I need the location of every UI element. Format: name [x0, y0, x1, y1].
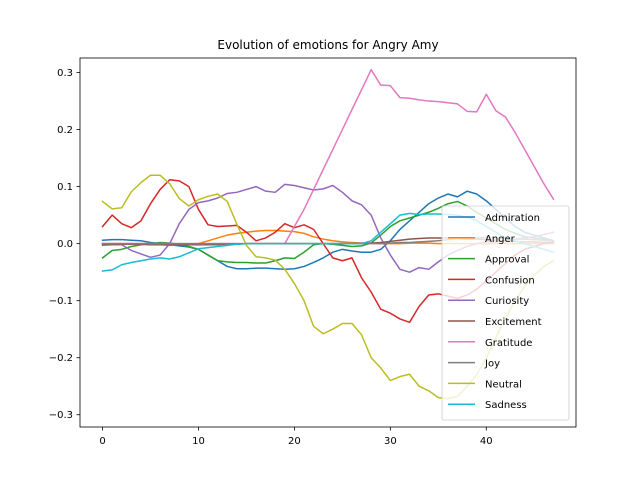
- axes: 0 10 20 30 40 −0.3 −0.2 −0.1 0.0 0.1 0.2 0.3: [49, 57, 577, 447]
- legend-label-sadness: Sadness: [485, 400, 527, 411]
- series-line-admiration: [101, 190, 555, 271]
- legend-box: [441, 205, 570, 421]
- x-tick-label: 0: [99, 436, 105, 447]
- y-tick-label: −0.2: [49, 353, 73, 364]
- x-tick-label: 20: [288, 436, 301, 447]
- x-tick-label: 10: [192, 436, 205, 447]
- legend-label-gratitude: Gratitude: [485, 338, 532, 349]
- x-tick-label: 40: [480, 436, 493, 447]
- legend-label-anger: Anger: [485, 234, 516, 245]
- chart-title: Evolution of emotions for Angry Amy: [217, 38, 438, 52]
- legend-label-joy: Joy: [484, 359, 500, 370]
- y-tick-label: −0.1: [49, 296, 73, 307]
- legend-label-curiosity: Curiosity: [485, 296, 529, 307]
- y-tick-label: −0.3: [49, 410, 73, 421]
- y-tick-label: 0.3: [57, 68, 73, 79]
- x-tick-label: 30: [384, 436, 397, 447]
- legend-label-neutral: Neutral: [485, 379, 522, 390]
- y-tick-label: 0.1: [57, 182, 73, 193]
- axes-frame: [79, 57, 577, 428]
- legend-label-excitement: Excitement: [485, 317, 542, 328]
- legend-label-confusion: Confusion: [485, 275, 535, 286]
- legend: Admiration Anger Approval Confusion Curiosit…: [441, 205, 570, 421]
- y-tick-label: 0.0: [57, 239, 73, 250]
- legend-label-approval: Approval: [485, 255, 529, 266]
- y-tick-label: 0.2: [57, 125, 73, 136]
- legend-label-admiration: Admiration: [485, 213, 540, 224]
